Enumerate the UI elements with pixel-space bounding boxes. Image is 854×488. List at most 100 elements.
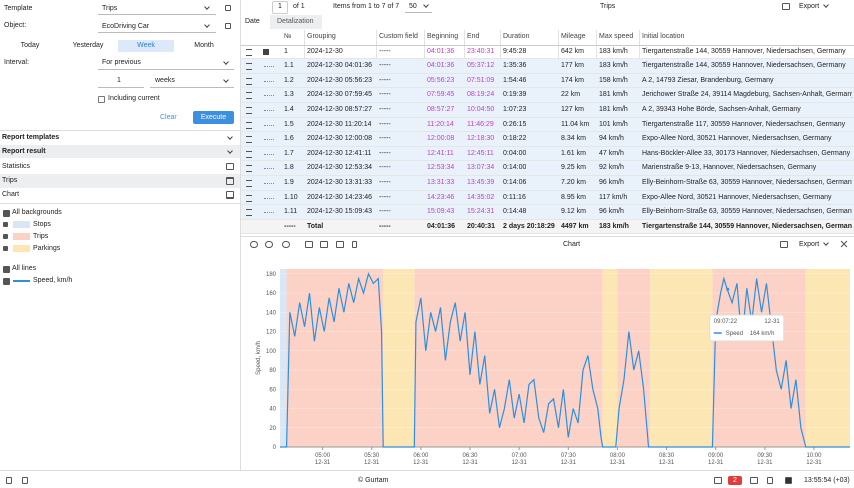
- tool[interactable]: [352, 241, 357, 248]
- result-item[interactable]: Chart: [2, 191, 20, 198]
- tab[interactable]: Detalization: [277, 18, 314, 25]
- checkbox[interactable]: [3, 278, 10, 285]
- x-tick-sublabel: 12-31: [659, 460, 675, 466]
- column-header[interactable]: №: [284, 33, 292, 40]
- per-page-select[interactable]: [405, 0, 432, 13]
- page-count: of 1: [293, 3, 305, 10]
- grid-icon[interactable]: [22, 477, 28, 484]
- wrench[interactable]: [225, 23, 231, 29]
- table-cell: 2024-12-30 12:00:08: [307, 135, 372, 143]
- object-select[interactable]: [98, 19, 216, 33]
- chevron: [823, 240, 829, 246]
- table-cell: 12:53:34: [427, 164, 455, 172]
- tree-line: [264, 197, 274, 199]
- wrench[interactable]: [225, 5, 231, 11]
- section-title[interactable]: Report templates: [2, 134, 60, 141]
- table-cell: 04:01:36: [427, 47, 455, 55]
- table-cell: 1.7: [284, 149, 294, 157]
- export-button[interactable]: Export: [799, 3, 820, 10]
- x-tick-sublabel: 12-31: [462, 460, 478, 466]
- tool[interactable]: [305, 241, 313, 248]
- page-input[interactable]: 1: [272, 1, 288, 14]
- table-row: [241, 205, 854, 220]
- table-cell: Expo-Allee Nord, 30521 Hannover, Nieders…: [642, 135, 832, 143]
- export-button[interactable]: Export: [799, 241, 820, 248]
- table-cell: 2024-12-30 12:41:11: [307, 149, 372, 157]
- tool[interactable]: [320, 241, 328, 248]
- column-header[interactable]: Initial location: [642, 33, 685, 40]
- column-header[interactable]: End: [467, 33, 480, 40]
- period-tab[interactable]: Yesterday: [72, 42, 104, 49]
- print-icon[interactable]: [782, 3, 790, 10]
- checkbox[interactable]: [98, 96, 105, 103]
- divider: [0, 470, 854, 471]
- chart-title: Chart: [563, 241, 581, 248]
- clear-button[interactable]: Clear: [160, 114, 177, 121]
- row-icon[interactable]: [246, 150, 252, 158]
- table-cell: 04:01:36: [427, 222, 456, 230]
- print-icon[interactable]: [780, 241, 788, 248]
- row-icon[interactable]: [246, 92, 252, 100]
- reset-zoom[interactable]: [282, 241, 290, 248]
- table-cell: 15:24:31: [467, 208, 495, 216]
- x-tick-sublabel: 12-31: [315, 460, 331, 466]
- checkbox[interactable]: [3, 266, 10, 273]
- x-tick-sublabel: 12-31: [413, 460, 429, 466]
- table-cell: 94 km/h: [599, 135, 624, 143]
- column-header[interactable]: Mileage: [561, 33, 586, 40]
- icon[interactable]: [785, 477, 792, 484]
- template-select[interactable]: [98, 2, 216, 15]
- zoom-in[interactable]: [250, 241, 258, 248]
- section-title[interactable]: Report result: [2, 148, 46, 155]
- table-cell: 05:56:23: [427, 76, 455, 84]
- row-icon[interactable]: [246, 165, 252, 173]
- checkbox[interactable]: [3, 222, 8, 227]
- close-button[interactable]: [840, 240, 848, 248]
- execute-button[interactable]: Execute: [193, 111, 234, 124]
- tab[interactable]: Date: [245, 18, 260, 25]
- notification-badge[interactable]: 2: [728, 476, 742, 485]
- period-tab[interactable]: Today: [20, 42, 40, 49]
- row-icon[interactable]: [246, 180, 252, 187]
- result-item[interactable]: Trips: [2, 177, 18, 184]
- unit-select[interactable]: [150, 74, 234, 88]
- period-tab[interactable]: Month: [194, 42, 214, 49]
- table-cell: 1.6: [284, 135, 294, 143]
- column-header[interactable]: Grouping: [307, 33, 336, 40]
- table-cell: 8.34 km: [561, 135, 586, 143]
- table-cell: 1:54:46: [503, 76, 527, 84]
- count-input[interactable]: [98, 74, 144, 88]
- y-tick-label: 120: [266, 330, 277, 336]
- menu-icon[interactable]: [6, 477, 12, 484]
- row-icon[interactable]: [246, 209, 252, 217]
- column-header[interactable]: Custom field: [379, 33, 418, 40]
- result-item[interactable]: Statistics: [2, 163, 31, 170]
- legend-group: All lines: [12, 265, 37, 272]
- checkbox[interactable]: [3, 210, 10, 217]
- zoom-out[interactable]: [265, 241, 273, 248]
- table-cell: 158 km/h: [599, 76, 628, 84]
- tool[interactable]: [336, 241, 344, 248]
- icon[interactable]: [750, 477, 758, 484]
- collapse-icon[interactable]: [263, 48, 269, 55]
- checkbox[interactable]: [3, 234, 8, 239]
- icon[interactable]: [714, 477, 722, 484]
- icon[interactable]: [767, 477, 773, 484]
- row-icon[interactable]: [246, 136, 252, 144]
- period-tab[interactable]: Week: [118, 40, 174, 52]
- row-icon[interactable]: [246, 121, 252, 129]
- object-value: EcoDriving Car: [102, 23, 150, 30]
- row-icon[interactable]: [246, 48, 252, 56]
- column-header[interactable]: Max speed: [599, 33, 634, 40]
- per-page: 50: [409, 3, 417, 10]
- column-header[interactable]: Beginning: [427, 33, 459, 40]
- row-icon[interactable]: [246, 194, 252, 202]
- row-icon[interactable]: [246, 107, 252, 114]
- row-icon[interactable]: [246, 63, 252, 71]
- row-icon[interactable]: [246, 77, 252, 85]
- checkbox[interactable]: [3, 246, 8, 251]
- x-tick-label: 07:30: [561, 453, 577, 459]
- column-header[interactable]: Duration: [503, 33, 530, 40]
- table-cell: 12:41:11: [427, 149, 454, 157]
- interval-select[interactable]: [98, 56, 234, 70]
